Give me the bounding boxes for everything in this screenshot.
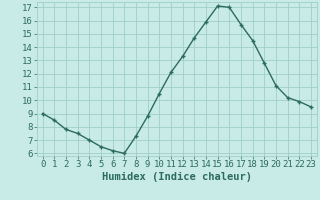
X-axis label: Humidex (Indice chaleur): Humidex (Indice chaleur) bbox=[102, 172, 252, 182]
